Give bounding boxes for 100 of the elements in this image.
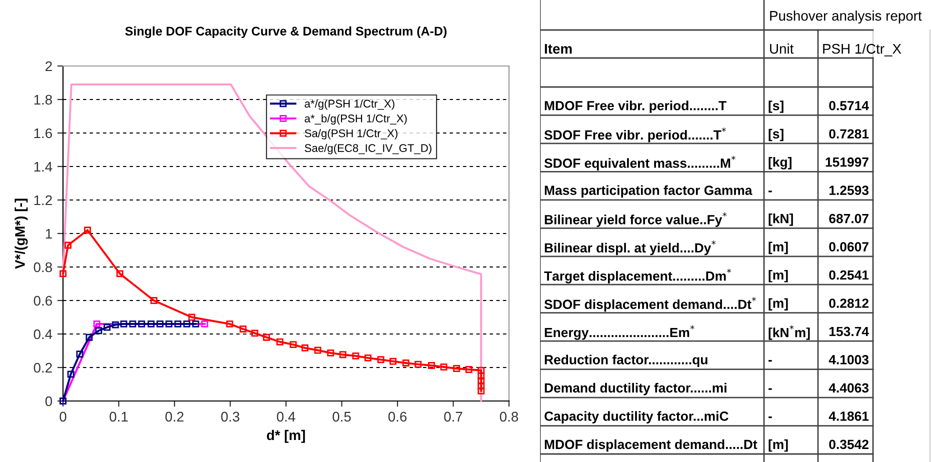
y-tick-label: 0.6 xyxy=(34,296,52,306)
point xyxy=(339,351,346,358)
category-label: Item xyxy=(544,44,572,54)
category-label: SDOF Free vibr. period.......T$^{*}$ xyxy=(544,128,726,142)
point xyxy=(174,320,182,328)
chart-title: Single DOF Capacity Curve & Demand Spectrum (A-D) xyxy=(125,26,447,38)
text: [kg] xyxy=(768,157,792,170)
point xyxy=(428,362,435,369)
category-label: Reduction factor............qu xyxy=(544,354,708,367)
point xyxy=(327,349,334,356)
y-tick-label: 1.6 xyxy=(34,128,52,138)
legend-label: Sa/g(PSH 1/Ctr_X) xyxy=(304,129,398,140)
point xyxy=(402,360,410,366)
y-axis-title: V*/(gM*) [-] xyxy=(14,198,28,269)
point xyxy=(64,242,72,249)
point xyxy=(453,365,460,372)
y-tick-label: 1.4 xyxy=(34,162,52,172)
text: 687.07 xyxy=(829,214,868,224)
point xyxy=(478,387,485,394)
point xyxy=(156,320,164,328)
text: 0.2812 xyxy=(829,298,868,308)
point xyxy=(364,354,372,362)
y-tick-label: 2 xyxy=(46,61,52,72)
text: 4.4063 xyxy=(828,383,869,393)
point xyxy=(120,320,128,328)
point xyxy=(67,370,74,378)
category-label: Bilinear yield force value..Fy$^{*}$ xyxy=(544,212,727,227)
point xyxy=(440,364,448,370)
text: [s] xyxy=(768,100,784,113)
text: - xyxy=(768,360,772,362)
point xyxy=(478,382,485,390)
text: 0.7281 xyxy=(829,129,869,139)
x-axis-title: d* [m] xyxy=(266,430,305,443)
point xyxy=(60,270,66,278)
point xyxy=(192,320,200,328)
x-tick-label: 0.1 xyxy=(110,412,128,422)
y-tick-label: 1 xyxy=(46,228,52,239)
point xyxy=(150,297,158,304)
text: [m] xyxy=(768,439,788,452)
category-label: PSH 1/Ctr_X xyxy=(823,44,902,56)
point xyxy=(276,338,284,346)
point xyxy=(138,320,146,328)
text: 1.2593 xyxy=(829,186,869,196)
category-label: MDOF Free vibr. period........T xyxy=(544,100,726,113)
x-tick-label: 0.8 xyxy=(500,412,518,422)
point xyxy=(112,321,119,328)
x-tick-label: 0 xyxy=(60,412,66,422)
y-tick-label: 0.8 xyxy=(34,262,52,272)
category-label: Capacity ductility factor...miC xyxy=(544,411,728,424)
legend-label: Sae/g(EC8_IC_IV_GT_D) xyxy=(304,144,432,154)
point xyxy=(201,320,208,328)
legend-label: a*_b/g(PSH 1/Ctr_X) xyxy=(304,114,407,125)
point xyxy=(251,330,258,337)
point xyxy=(478,377,485,384)
point xyxy=(93,320,100,328)
y-tick-label: 0.4 xyxy=(34,329,52,340)
category-label: SDOF displacement demand....Dt$^{*}$ xyxy=(544,296,756,312)
point xyxy=(478,366,485,374)
category-label: Demand ductility factor......mi xyxy=(544,382,726,396)
point xyxy=(352,352,360,360)
point xyxy=(377,356,384,364)
category-label: SDOF equivalent mass.........M$^{*}$ xyxy=(544,156,736,170)
x-tick-label: 0.6 xyxy=(388,412,407,422)
text: 153.74 xyxy=(829,326,869,336)
text: - xyxy=(768,388,772,390)
point xyxy=(290,341,297,348)
y-tick-label: 1.8 xyxy=(34,94,52,105)
point xyxy=(183,320,190,328)
y-tick-label: 1.2 xyxy=(34,195,52,206)
point xyxy=(86,334,93,341)
text: 0.5714 xyxy=(829,100,869,110)
text: 151997 xyxy=(826,157,868,167)
text: [m] xyxy=(768,270,788,282)
point xyxy=(188,314,196,321)
point xyxy=(84,226,92,234)
text: 4.1003 xyxy=(828,355,869,364)
category-label: Unit xyxy=(770,44,794,54)
point xyxy=(226,320,234,328)
point xyxy=(263,334,270,341)
text: Pushover analysis report xyxy=(770,10,922,24)
point xyxy=(116,270,124,278)
legend-label: a*/g(PSH 1/Ctr_X) xyxy=(304,99,394,110)
point xyxy=(301,344,308,352)
text: 0.0607 xyxy=(829,242,868,252)
category-label: Mass participation factor Gamma xyxy=(544,185,752,198)
text: 0.2541 xyxy=(829,270,869,280)
point xyxy=(165,320,172,328)
text: 4.1861 xyxy=(828,412,869,421)
text: - xyxy=(768,416,772,418)
text: [m] xyxy=(768,298,788,311)
point xyxy=(390,358,397,365)
x-tick-label: 0.3 xyxy=(221,412,240,422)
point xyxy=(104,324,111,331)
y-tick-label: 0.2 xyxy=(34,362,52,373)
text: [m] xyxy=(768,242,788,254)
point xyxy=(95,327,102,334)
point xyxy=(414,360,422,368)
point xyxy=(129,320,136,328)
x-tick-label: 0.2 xyxy=(165,412,184,422)
x-tick-label: 0.7 xyxy=(444,412,462,422)
